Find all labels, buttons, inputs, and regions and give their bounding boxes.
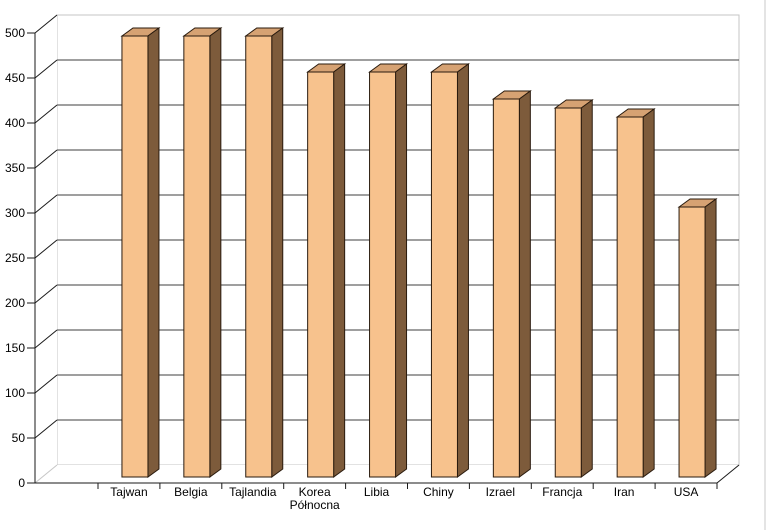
x-category-label-tajlandia: Tajlandia (229, 485, 277, 499)
x-category-label-iran: Iran (614, 485, 635, 499)
y-tick-label-250: 250 (5, 251, 25, 265)
bar-tajlandia (244, 27, 285, 478)
y-tick-diagonal-100 (34, 374, 58, 394)
y-tick-label-300: 300 (5, 206, 25, 220)
y-tick-label-500: 500 (5, 26, 25, 40)
bar-side-face (147, 27, 160, 478)
y-tick-diagonal-200 (34, 284, 58, 304)
bar-front-face (554, 107, 582, 478)
x-category-label-chiny: Chiny (423, 485, 454, 499)
x-axis-depth-diagonal (716, 464, 740, 484)
y-tick-diagonal-150 (34, 329, 58, 349)
y-tick-diagonal-350 (34, 149, 58, 169)
x-category-label-usa: USA (674, 485, 699, 499)
bar-iran (615, 108, 656, 478)
y-tick-label-450: 450 (5, 71, 25, 85)
x-axis (35, 464, 740, 489)
x-category-label-tajwan: Tajwan (110, 485, 147, 499)
bar-side-face (333, 63, 346, 478)
y-tick-label-400: 400 (5, 116, 25, 130)
y-tick-label-350: 350 (5, 161, 25, 175)
bar-usa (677, 198, 718, 478)
bar-side-face (704, 198, 717, 478)
bar-front-face (245, 35, 273, 478)
x-category-label-libia: Libia (364, 485, 390, 499)
y-tick-label-0: 0 (18, 476, 25, 490)
bar-side-face (642, 108, 655, 478)
bar-side-face (271, 27, 284, 478)
bar-front-face (369, 71, 397, 478)
bar-front-face (430, 71, 458, 478)
bar-front-face (183, 35, 211, 478)
y-tick-label-200: 200 (5, 296, 25, 310)
x-category-label-belgia: Belgia (174, 485, 208, 499)
y-tick-diagonal-0 (34, 464, 58, 484)
bar-libia (368, 63, 409, 478)
bar-front-face (678, 206, 706, 478)
y-tick-label-50: 50 (12, 431, 26, 445)
bar-front-face (307, 71, 335, 478)
y-tick-diagonal-250 (34, 239, 58, 259)
bar-side-face (580, 99, 593, 478)
bar-front-face (121, 35, 149, 478)
bar-side-face (518, 90, 531, 478)
bar-belgia (182, 27, 223, 478)
bar-korea-północna (306, 63, 347, 478)
x-category-label-korea-północna-line1: Korea (299, 485, 331, 499)
bar-front-face (492, 98, 520, 478)
y-tick-diagonal-500 (34, 14, 58, 34)
bar-side-face (209, 27, 222, 478)
y-tick-diagonal-50 (34, 419, 58, 439)
y-tick-label-100: 100 (5, 386, 25, 400)
x-category-label-korea-północna-line2: Północna (290, 498, 340, 512)
bar-side-face (395, 63, 408, 478)
bar-chiny (429, 63, 470, 478)
x-category-label-izrael: Izrael (486, 485, 515, 499)
bar-front-face (616, 116, 644, 478)
y-tick-label-150: 150 (5, 341, 25, 355)
bar-tajwan (120, 27, 161, 478)
bar-izrael (491, 90, 532, 478)
y-tick-diagonal-300 (34, 194, 58, 214)
bar-francja (553, 99, 594, 478)
y-axis: 0 50 100 150 200 250 300 350 400 450 500 (5, 14, 58, 490)
x-category-label-francja: Francja (542, 485, 582, 499)
y-tick-diagonal-450 (34, 59, 58, 79)
bar-side-face (456, 63, 469, 478)
y-tick-diagonal-400 (34, 104, 58, 124)
